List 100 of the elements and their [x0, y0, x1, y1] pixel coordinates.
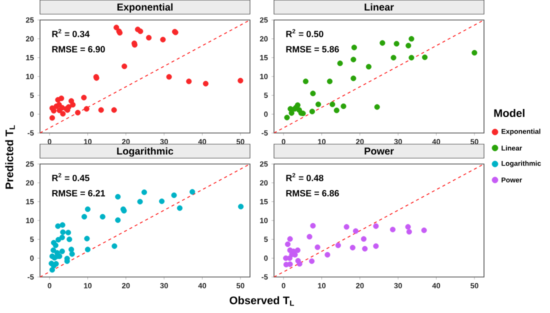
point [408, 36, 414, 42]
point [421, 227, 427, 234]
chart-title: Power [364, 148, 394, 155]
point [310, 222, 316, 229]
point [373, 243, 379, 249]
point [394, 40, 400, 47]
point [146, 34, 152, 41]
point [344, 224, 350, 230]
point [115, 194, 121, 200]
point [351, 44, 357, 50]
point [238, 78, 244, 84]
point [166, 74, 172, 80]
point [374, 104, 380, 110]
point [306, 234, 312, 240]
point [115, 217, 121, 223]
point [70, 102, 76, 108]
point [49, 115, 56, 121]
point [284, 241, 291, 248]
point [288, 110, 294, 116]
point [352, 228, 359, 234]
point [330, 102, 336, 108]
point [324, 252, 330, 258]
point [56, 236, 62, 243]
point [309, 258, 315, 264]
point [114, 24, 120, 30]
annotation: R$^{2}$ = 0.45 [52, 173, 90, 182]
point [60, 222, 66, 228]
point [350, 244, 356, 250]
point [406, 42, 412, 48]
point [362, 246, 368, 252]
point [360, 236, 367, 242]
point [159, 198, 165, 204]
point [294, 247, 300, 254]
point [186, 78, 192, 84]
chart-title: Exponential [117, 3, 173, 13]
point [422, 54, 428, 60]
point [190, 189, 196, 195]
point [60, 110, 66, 117]
point [55, 97, 61, 103]
point [100, 214, 106, 220]
point [390, 54, 396, 60]
chart-title: Logarithmic [117, 147, 174, 157]
point [81, 94, 87, 100]
point [335, 242, 341, 248]
point [160, 36, 166, 42]
point [366, 64, 372, 70]
point [59, 234, 65, 240]
point [84, 236, 90, 242]
point [60, 229, 66, 235]
annotation: R$^{2}$ = 0.48 [286, 173, 324, 182]
annotation: R$^{2}$ = 0.34 [52, 29, 90, 38]
point [314, 244, 320, 250]
point [122, 64, 128, 70]
point [302, 78, 308, 84]
x-axis-title: Observed T$_{L}$ [230, 296, 294, 306]
point [112, 243, 118, 249]
point [171, 192, 177, 198]
point [137, 198, 143, 204]
point [309, 108, 315, 114]
point [315, 102, 322, 108]
point [81, 214, 88, 220]
point [111, 107, 117, 113]
point [65, 230, 72, 236]
point [69, 251, 75, 257]
annotation: R$^{2}$ = 0.50 [286, 29, 324, 38]
point [75, 110, 81, 116]
point [350, 76, 356, 82]
point [141, 189, 148, 196]
point [390, 226, 396, 232]
point [50, 247, 56, 254]
point [84, 246, 91, 252]
point [350, 56, 356, 62]
point [55, 223, 61, 229]
point [287, 261, 293, 267]
point [406, 229, 412, 235]
point [380, 40, 386, 46]
point [408, 54, 414, 60]
chart-title: Linear [364, 3, 394, 11]
point [334, 108, 340, 114]
point [84, 206, 91, 212]
legend-title: Model [494, 108, 524, 118]
point [472, 50, 478, 56]
annotation: RMSE = 6.21 [52, 190, 106, 196]
point [52, 242, 58, 248]
annotation: RMSE = 6.86 [286, 190, 339, 196]
point [337, 60, 343, 66]
point [68, 246, 74, 252]
point [138, 28, 144, 34]
point [405, 224, 411, 230]
point [238, 204, 244, 210]
point [310, 90, 316, 96]
point [284, 114, 290, 120]
point [340, 103, 346, 110]
point [84, 106, 90, 112]
point [287, 236, 293, 242]
point [66, 236, 72, 242]
point [202, 80, 209, 86]
annotation: RMSE = 6.90 [52, 46, 105, 52]
point [373, 223, 379, 229]
point [296, 261, 302, 267]
